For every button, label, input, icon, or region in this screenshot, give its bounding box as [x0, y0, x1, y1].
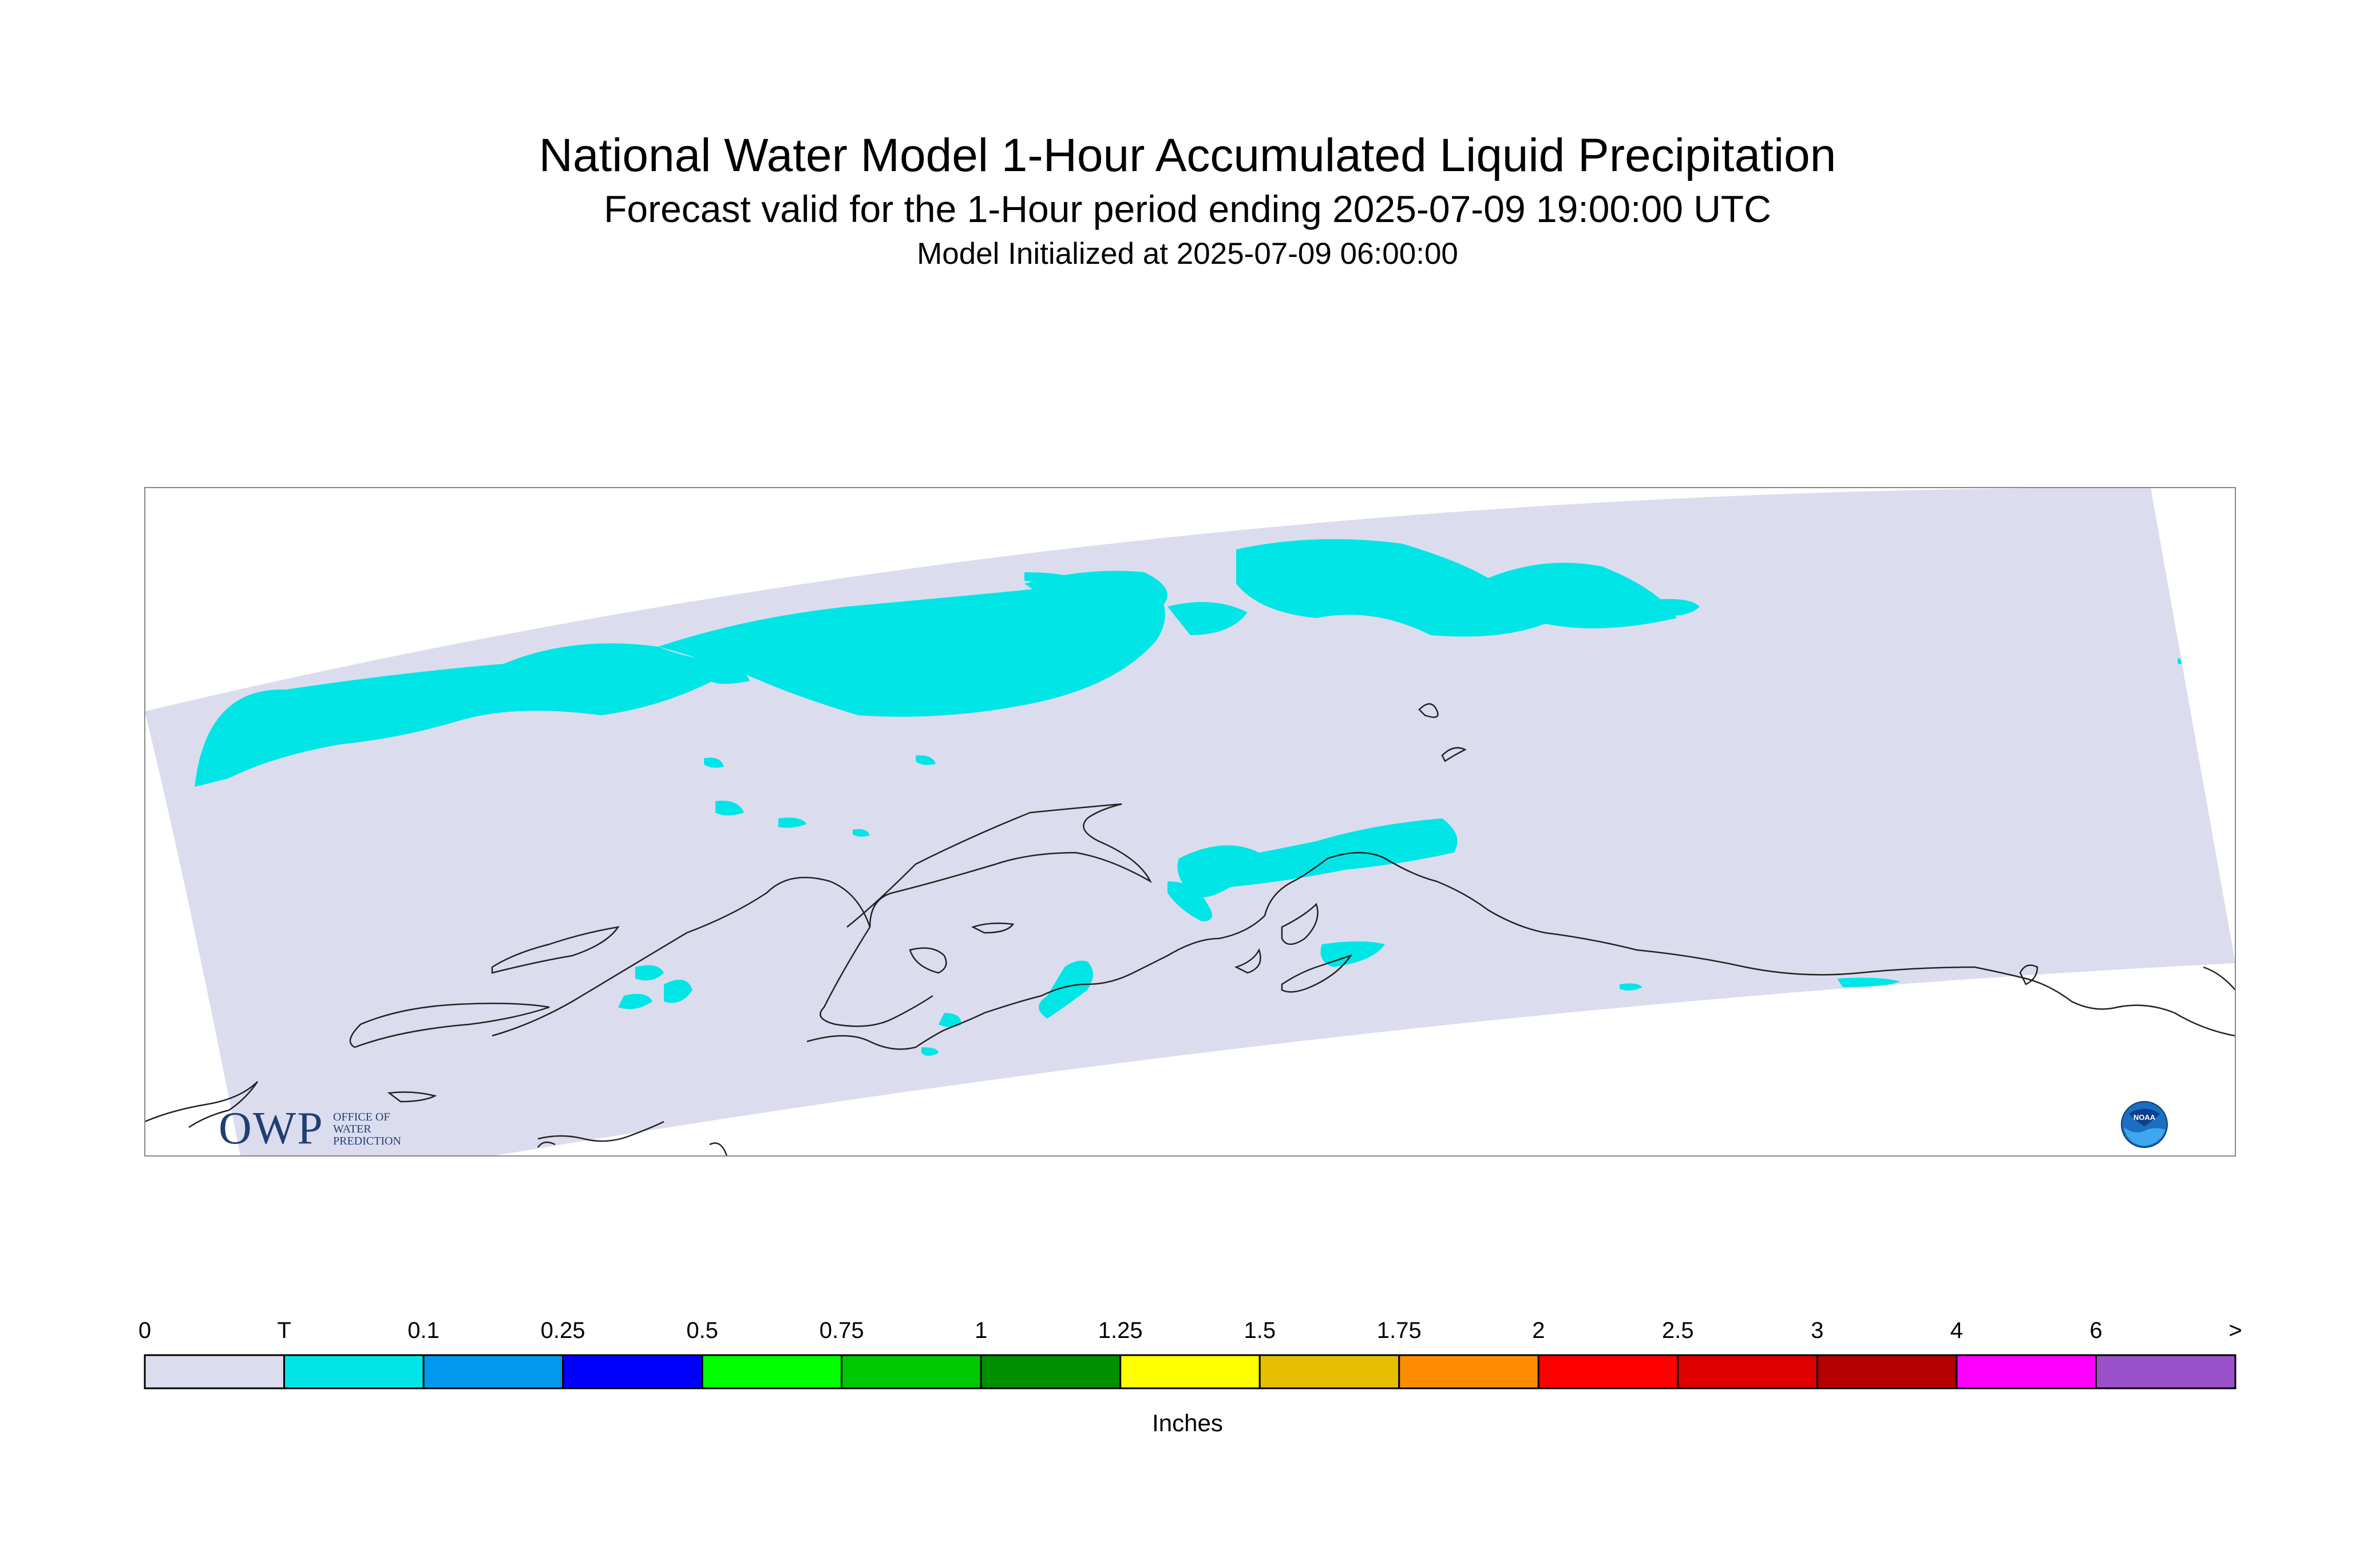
- legend-label: 0.5: [686, 1316, 718, 1345]
- legend-label: 3: [1811, 1316, 1823, 1345]
- legend-swatch-0: [145, 1355, 284, 1388]
- legend-label: 6: [2089, 1316, 2102, 1345]
- legend-swatch-2: [423, 1355, 563, 1388]
- legend-swatch-5: [842, 1355, 981, 1388]
- legend-swatch-8: [1260, 1355, 1399, 1388]
- legend-label: 1: [975, 1316, 987, 1345]
- legend-label: 4: [1950, 1316, 1963, 1345]
- legend-swatch-14: [2096, 1355, 2235, 1388]
- legend-label: 0: [138, 1316, 151, 1345]
- noaa-logo-text: NOAA: [2133, 1113, 2156, 1122]
- legend-swatch-10: [1538, 1355, 1678, 1388]
- legend-swatch-3: [563, 1355, 703, 1388]
- owp-logo-mark: OWP: [219, 1106, 324, 1151]
- legend-label: T: [277, 1316, 291, 1345]
- legend-swatch-1: [284, 1355, 424, 1388]
- legend-label: 0.1: [407, 1316, 440, 1345]
- legend-label: 1.5: [1244, 1316, 1276, 1345]
- legend-label: 1.25: [1098, 1316, 1143, 1345]
- legend-colorbar: [145, 1355, 2235, 1388]
- owp-logo-text: OFFICE OF WATER PREDICTION: [333, 1111, 442, 1147]
- legend-units: Inches: [0, 1409, 2375, 1438]
- legend-swatch-6: [981, 1355, 1121, 1388]
- legend-label: >: [2228, 1316, 2242, 1345]
- legend-swatch-4: [702, 1355, 842, 1388]
- legend-swatch-13: [1957, 1355, 2096, 1388]
- legend-label: 1.75: [1377, 1316, 1422, 1345]
- legend-label: 0.75: [820, 1316, 864, 1345]
- legend-label: 2.5: [1662, 1316, 1694, 1345]
- legend-swatch-9: [1399, 1355, 1539, 1388]
- legend-swatch-11: [1678, 1355, 1818, 1388]
- legend-swatch-12: [1817, 1355, 1957, 1388]
- legend-label: 0.25: [541, 1316, 585, 1345]
- model-domain-area: [145, 488, 2235, 1156]
- legend-swatch-7: [1121, 1355, 1260, 1388]
- noaa-logo: NOAA: [2121, 1101, 2168, 1148]
- legend-label: 2: [1532, 1316, 1545, 1345]
